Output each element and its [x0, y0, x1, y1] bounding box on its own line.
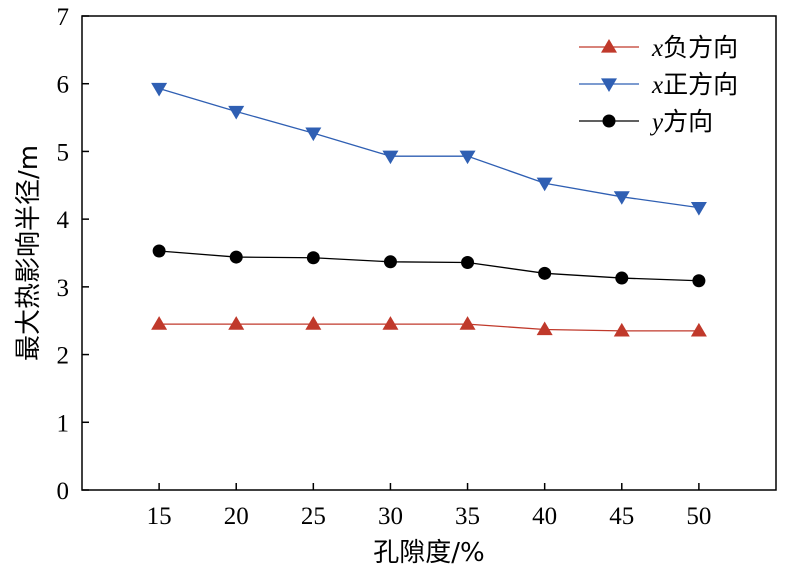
x-tick-label: 40: [532, 503, 557, 530]
y-tick-label: 2: [57, 343, 70, 370]
data-point: [151, 316, 168, 330]
series-line: [159, 323, 699, 332]
series-line: [159, 250, 699, 282]
y-axis: 0 1 2 3 4 5 6 7: [57, 4, 89, 505]
data-point: [613, 191, 630, 205]
legend: x负方向 x正方向 y方向: [579, 33, 738, 136]
data-point: [459, 150, 476, 165]
data-point: [615, 271, 629, 285]
data-point: [228, 316, 245, 330]
legend-label: x负方向: [651, 33, 738, 62]
x-axis: 15 20 25 30 35 40 45 50: [147, 483, 711, 530]
data-point: [536, 321, 553, 336]
data-point: [305, 127, 322, 142]
data-point: [382, 150, 399, 165]
series-2: [151, 82, 707, 216]
data-point: [228, 105, 245, 120]
data-point: [152, 244, 166, 258]
data-point: [690, 202, 707, 216]
data-point: [538, 266, 552, 280]
plot-area: [81, 15, 777, 491]
data-point: [690, 322, 707, 337]
y-tick-label: 1: [57, 410, 70, 437]
x-tick-label: 30: [378, 503, 403, 530]
x-tick-label: 50: [686, 503, 711, 530]
y-tick-label: 3: [57, 275, 70, 302]
legend-label: x正方向: [651, 70, 738, 99]
data-point: [382, 316, 399, 330]
data-point: [692, 274, 706, 288]
legend-entry: x正方向: [579, 70, 738, 99]
data-point: [613, 322, 630, 337]
data-point: [151, 82, 168, 97]
y-tick-label: 5: [57, 139, 70, 166]
plot-frame: [81, 15, 777, 491]
series-layer: [151, 82, 707, 337]
y-tick-label: 4: [57, 207, 70, 234]
data-point: [383, 255, 397, 269]
y-axis-title: 最大热影响半径/m: [14, 145, 44, 361]
x-tick-label: 25: [301, 503, 326, 530]
x-tick-label: 20: [224, 503, 249, 530]
legend-label: y方向: [649, 107, 713, 136]
series-line: [158, 87, 699, 209]
legend-marker: [602, 114, 616, 128]
x-axis-title: 孔隙度/%: [373, 538, 484, 568]
data-point: [536, 177, 553, 192]
x-tick-label: 35: [455, 503, 480, 530]
legend-entry: y方向: [579, 107, 713, 136]
x-tick-label: 45: [609, 503, 634, 530]
y-tick-label: 6: [57, 72, 70, 99]
data-point: [305, 316, 322, 330]
legend-marker: [601, 78, 617, 92]
x-tick-label: 15: [147, 503, 172, 530]
data-point: [461, 255, 475, 269]
legend-marker: [601, 39, 617, 53]
data-point: [229, 250, 243, 264]
data-point: [459, 316, 476, 330]
series-1: [151, 316, 707, 337]
legend-entry: x负方向: [579, 33, 738, 62]
series-3: [152, 244, 706, 288]
data-point: [306, 251, 320, 265]
y-tick-label: 7: [57, 4, 70, 31]
y-tick-label: 0: [57, 478, 70, 505]
